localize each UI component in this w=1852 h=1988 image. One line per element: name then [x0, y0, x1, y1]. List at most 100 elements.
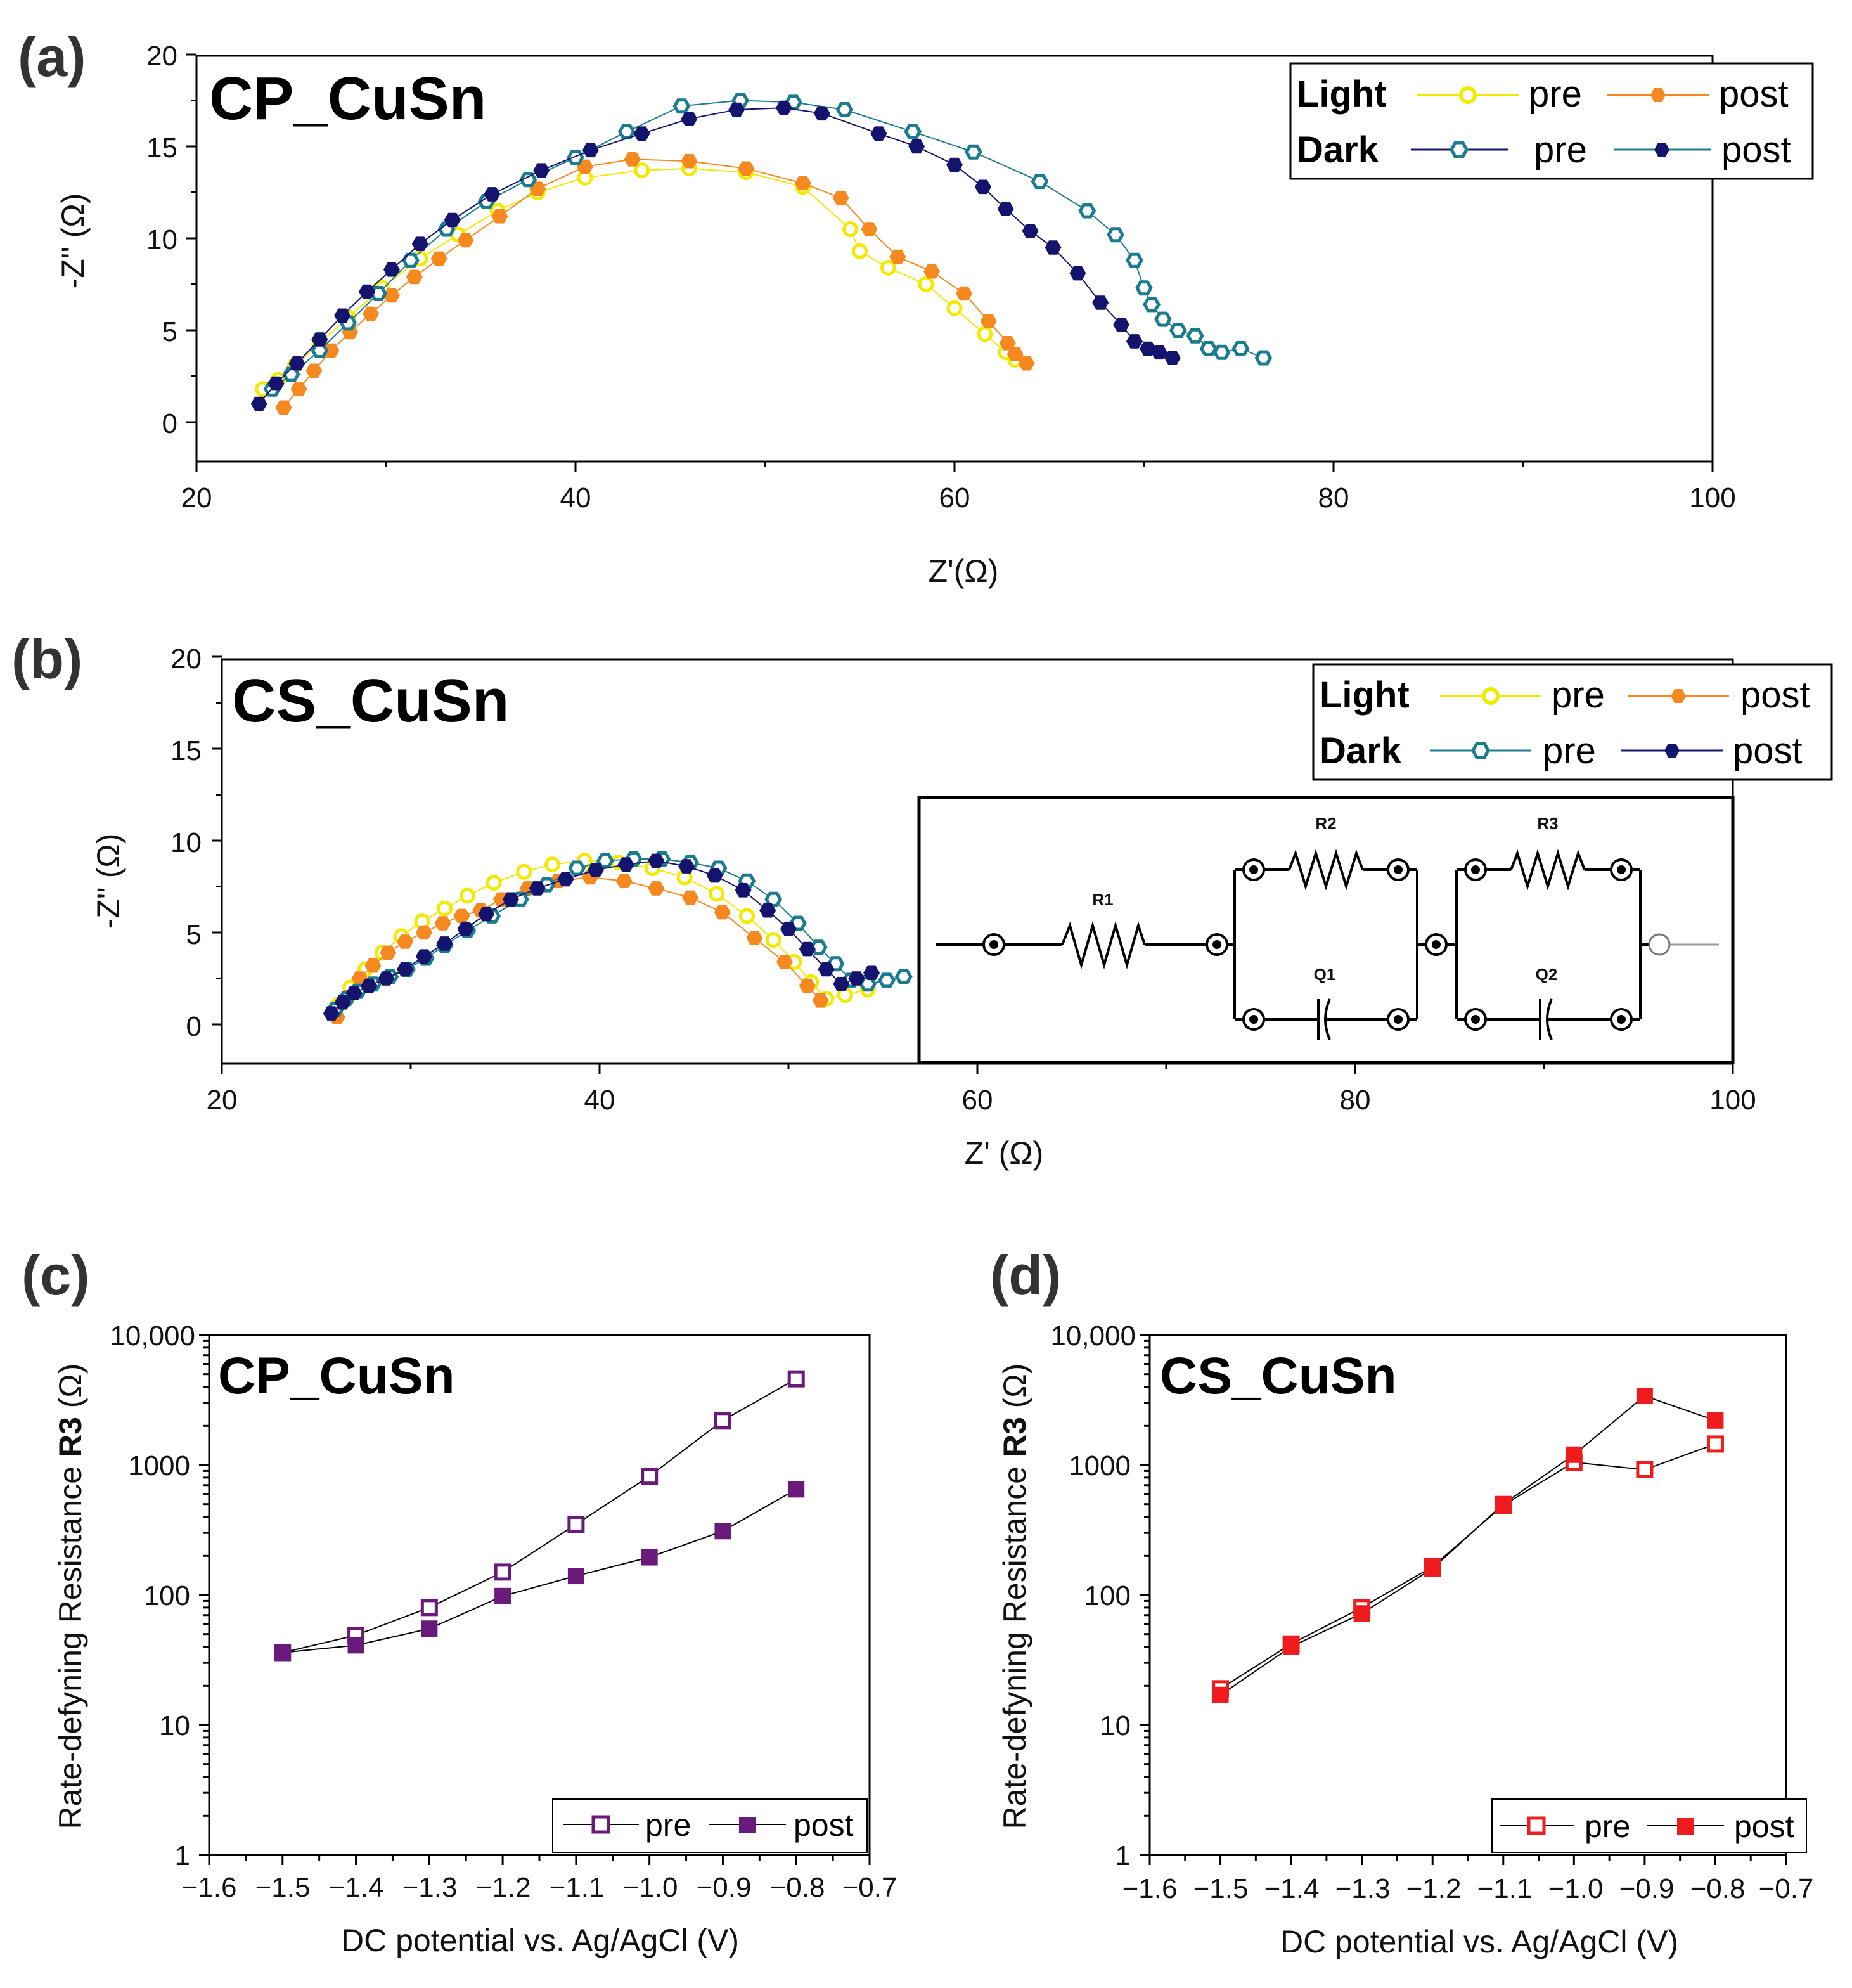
legend-pre-label: pre [1585, 1809, 1630, 1844]
data-point [863, 965, 880, 981]
data-point [794, 176, 811, 191]
panel-d-series [1212, 1388, 1724, 1703]
data-point [1231, 341, 1250, 356]
data-point [415, 925, 432, 940]
data-point [568, 860, 586, 876]
data-point [1126, 334, 1143, 349]
data-point [799, 941, 816, 957]
data-point [323, 343, 340, 358]
data-point [878, 972, 896, 988]
data-point [678, 859, 695, 874]
legend-light-label: Light [1320, 674, 1410, 716]
panel-c-legend: pre post [552, 1798, 868, 1853]
series-line [282, 1488, 797, 1653]
data-point [870, 126, 887, 141]
data-point [420, 1599, 438, 1617]
panel-d-title: CS_CuSn [1160, 1347, 1397, 1405]
y-tick-label: 10,000 [1050, 1320, 1136, 1352]
data-point [1092, 295, 1109, 310]
data-point [1199, 341, 1218, 356]
data-point [323, 1006, 340, 1021]
panel-a-x-axis-label: Z'(Ω) [929, 553, 999, 589]
data-point [738, 908, 755, 924]
x-tick-label: 80 [1340, 1085, 1371, 1116]
data-point [1254, 350, 1273, 366]
data-point [615, 874, 633, 889]
x-tick-label: −1.5 [1193, 1873, 1249, 1904]
panel-c-x-axis-label: DC potential vs. Ag/AgCl (V) [341, 1923, 739, 1958]
data-point [567, 1515, 585, 1533]
data-point [457, 233, 474, 248]
data-point [776, 955, 793, 969]
panel-d-label: (d) [990, 1244, 1061, 1307]
panel-d-legend: pre post [1491, 1798, 1807, 1853]
x-tick-label: −1.0 [623, 1872, 678, 1903]
panel-a-series [250, 93, 1273, 415]
x-tick-label: 40 [560, 482, 591, 513]
data-point [359, 284, 376, 299]
legend-marker [591, 1815, 610, 1834]
data-point [567, 1568, 584, 1585]
panel-a-label: (a) [18, 25, 86, 88]
data-point [502, 892, 519, 907]
x-tick-label: −0.7 [842, 1872, 897, 1903]
data-point [956, 286, 972, 301]
data-point [1707, 1412, 1724, 1429]
data-point [290, 382, 307, 397]
data-point [889, 249, 906, 264]
x-tick-label: −0.8 [770, 1872, 825, 1903]
legend-marker [1471, 742, 1490, 759]
circuit-q2-label: Q2 [1536, 965, 1558, 984]
panel-b-y-tick-labels: 0 5 10 15 20 [170, 643, 202, 1042]
panel-a-y-axis-label: -Z'' (Ω) [55, 193, 91, 289]
data-point [1022, 224, 1039, 238]
data-point [305, 363, 323, 378]
legend-pre-label: pre [1552, 674, 1605, 716]
data-point [997, 202, 1014, 216]
x-tick-label: 80 [1318, 482, 1349, 513]
panel-c-x-tick-labels: −1.6 −1.5 −1.4 −1.3 −1.2 −1.1 −1.0 −0.9 … [182, 1872, 897, 1903]
x-tick-label: 20 [181, 482, 212, 513]
panel-d-axes [1140, 1334, 1787, 1865]
data-point [908, 139, 925, 154]
data-point [596, 853, 614, 868]
data-point [1045, 240, 1062, 255]
data-point [1353, 1605, 1370, 1622]
legend-marker [739, 1817, 756, 1833]
data-point [852, 243, 868, 259]
data-point [347, 1637, 364, 1654]
data-point [380, 945, 397, 960]
data-point [641, 1549, 658, 1566]
panel-b-y-axis-label: -Z'' (Ω) [91, 834, 126, 929]
data-point [1154, 311, 1172, 327]
panel-d-y-tick-labels: 1 10 100 1000 10,000 [1050, 1320, 1136, 1871]
data-point [274, 1644, 291, 1661]
data-point [672, 98, 691, 114]
x-tick-label: 100 [1709, 1085, 1756, 1116]
y-tick-label: 100 [1084, 1580, 1131, 1611]
data-point [788, 1481, 805, 1498]
data-point [848, 971, 865, 986]
data-point [1212, 1686, 1229, 1703]
data-point [453, 908, 470, 924]
data-point [406, 269, 423, 285]
data-point [787, 1370, 805, 1388]
panel-b-x-axis-label: Z' (Ω) [965, 1135, 1044, 1171]
data-point [813, 106, 830, 121]
data-point [437, 900, 453, 917]
legend-marker [1482, 687, 1500, 705]
x-tick-label: −0.9 [697, 1872, 752, 1903]
data-point [1126, 252, 1143, 268]
data-point [397, 934, 414, 949]
data-point [486, 875, 502, 891]
data-point [1018, 356, 1035, 371]
legend-post-label: post [1719, 74, 1789, 115]
data-point [880, 259, 896, 276]
data-point [383, 262, 400, 277]
legend-marker [1664, 744, 1680, 758]
data-point [894, 969, 913, 984]
data-point [812, 993, 829, 1008]
y-tick-label: 1 [175, 1840, 190, 1871]
data-point [1636, 1388, 1653, 1405]
panel-c-series [274, 1370, 805, 1662]
